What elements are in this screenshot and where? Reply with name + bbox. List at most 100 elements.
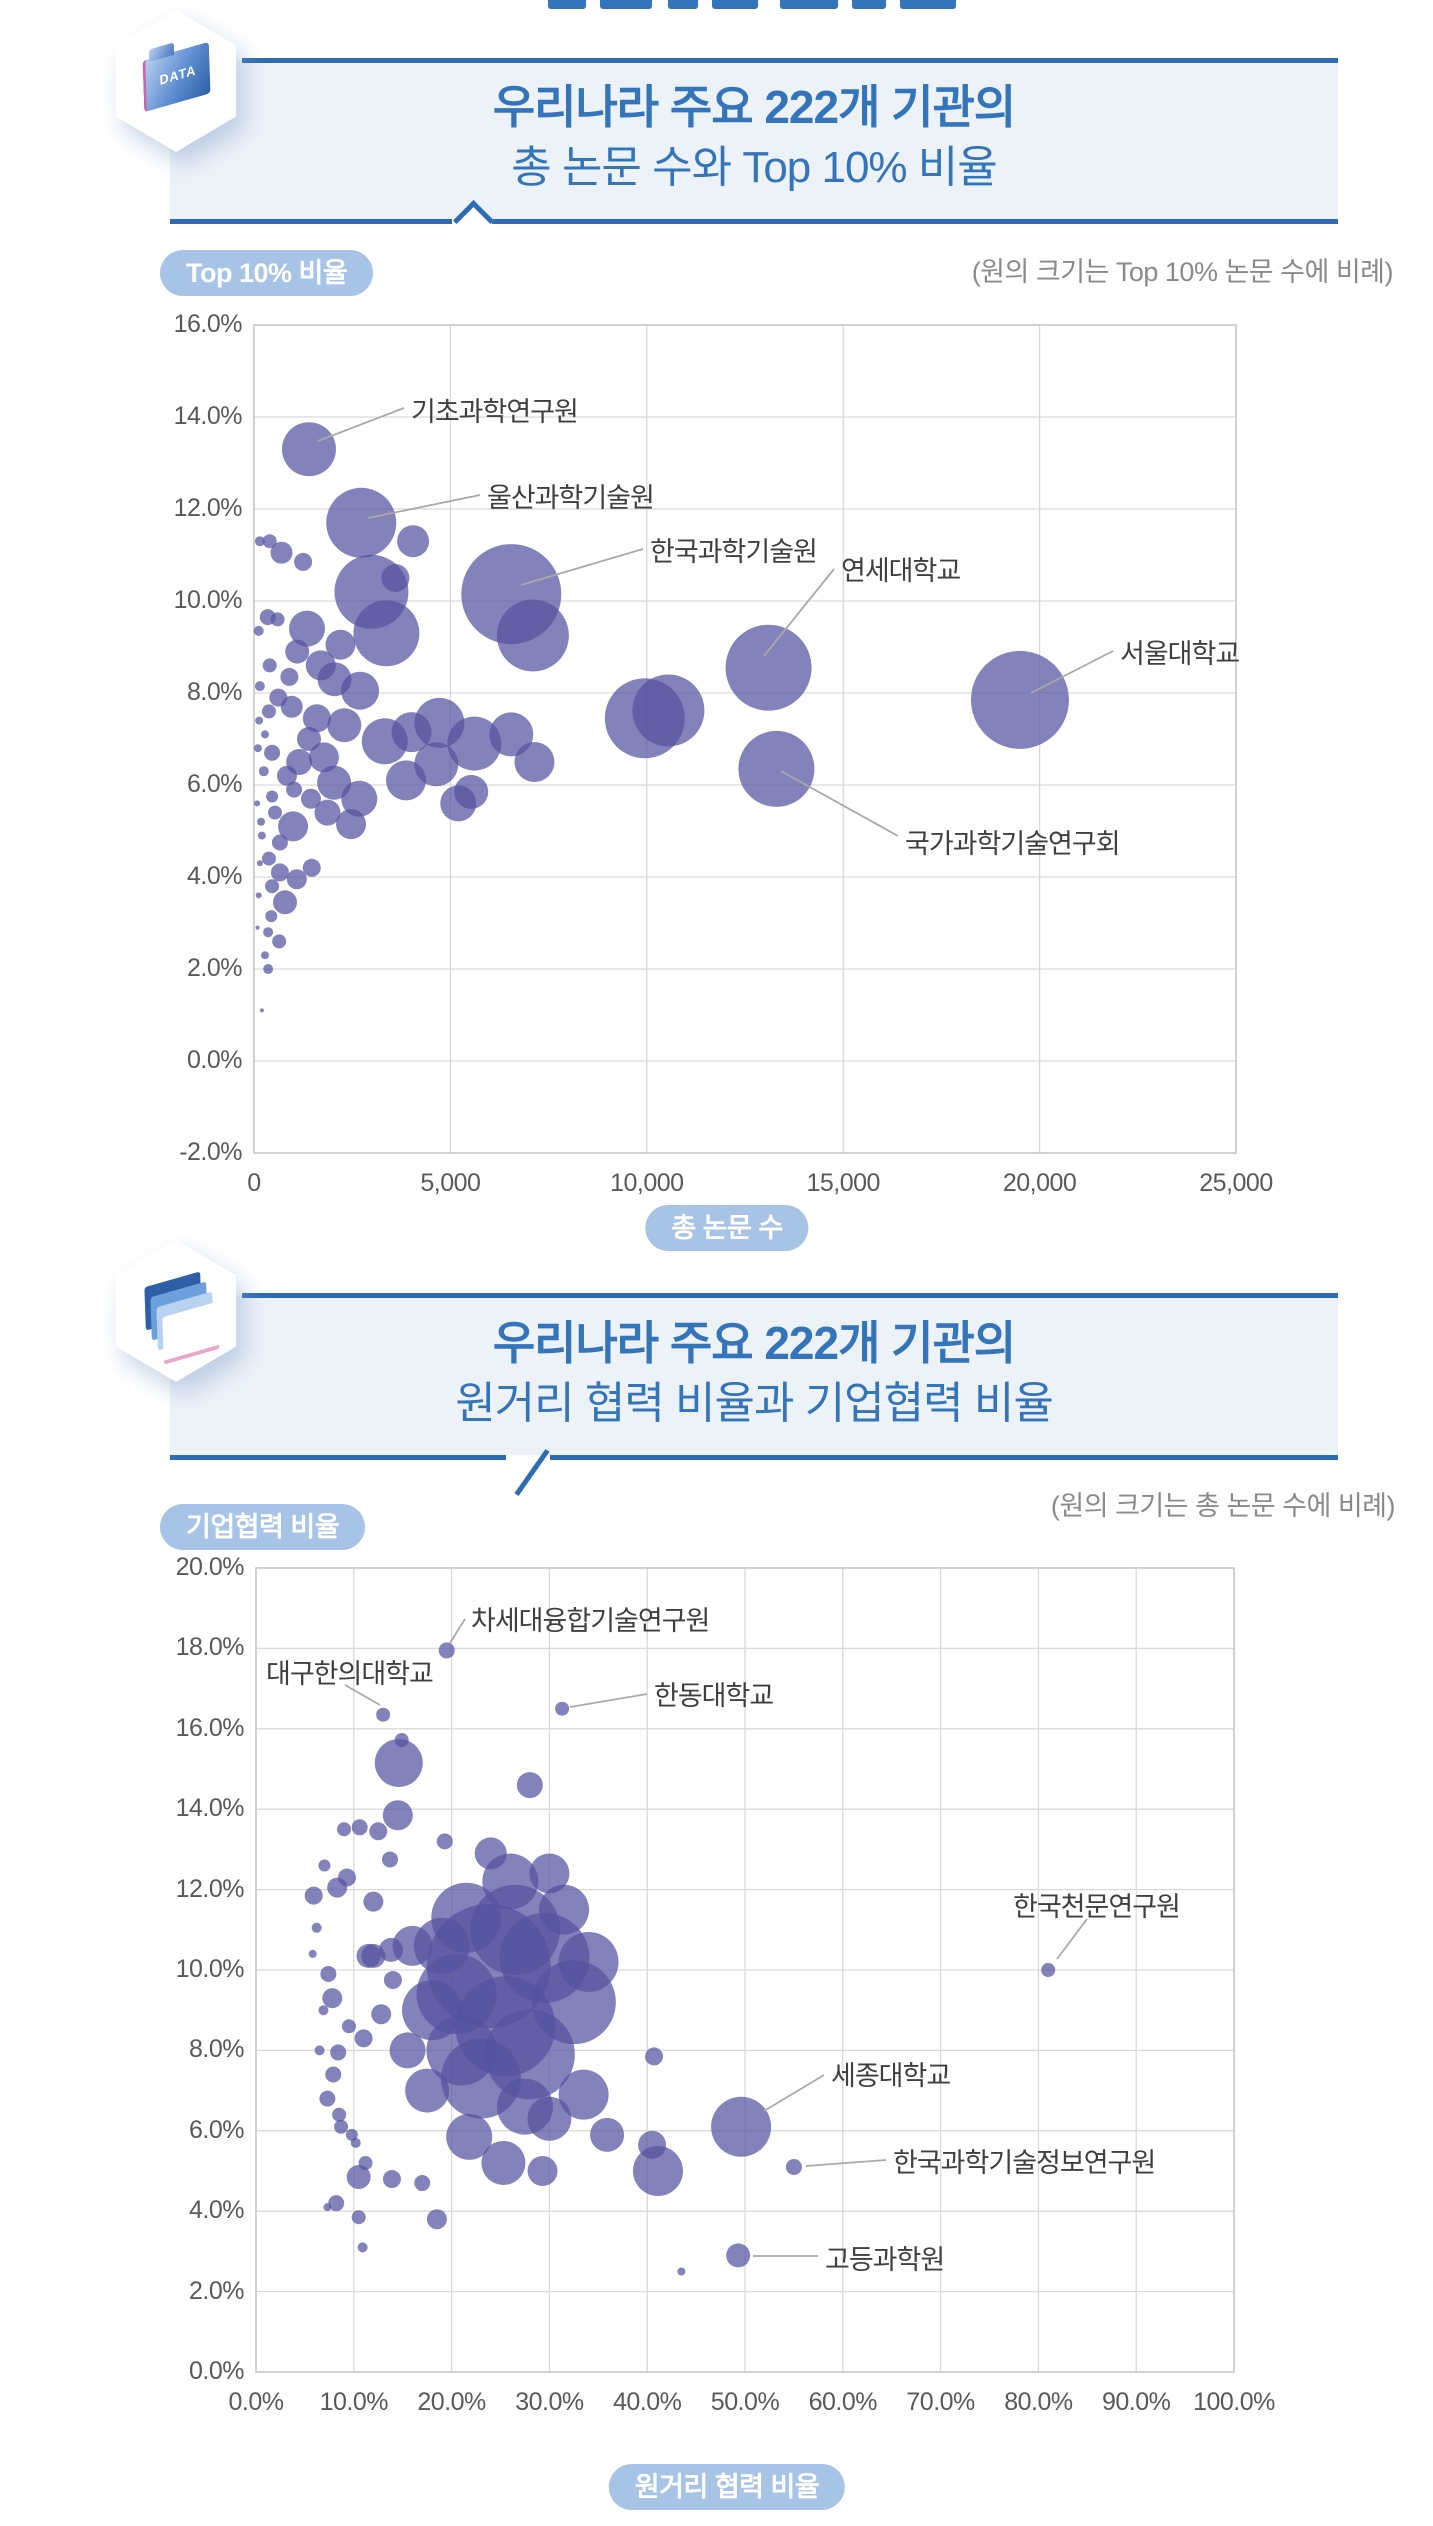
bubble [363,1891,384,1912]
annotation-label: 연세대학교 [841,556,961,586]
documents-icon [112,1240,240,1382]
leader-line [763,568,835,657]
bubble [341,671,380,710]
bubble [481,2140,526,2185]
bubble [645,2047,664,2066]
bubble [261,704,276,719]
bubble [334,2119,349,2134]
bubble [302,704,331,733]
y-tick-label: 12.0% [175,1874,245,1903]
header-band-1-bottom-border-right [492,219,1338,224]
annotation-label: 차세대융합기술연구원 [471,1606,710,1636]
y-tick-label: 0.0% [189,2357,244,2385]
x-tick-label: 0 [247,1169,261,1197]
x-tick-label: 70.0% [906,2388,975,2416]
bubble [319,2090,336,2107]
bubble [261,851,276,866]
bubble [337,1868,356,1887]
bubble [531,1960,616,2045]
y-tick-label: 14.0% [175,1794,245,1823]
bubble [278,811,309,842]
bubble [389,2032,426,2069]
bubble [286,781,303,798]
bubble [259,609,276,626]
bubble [357,2242,368,2253]
bubble [253,625,264,636]
x-tick-label: 5,000 [420,1169,481,1197]
bubble [416,1954,497,2035]
bubble [327,1877,348,1898]
bubble [394,1733,409,1748]
bubble [555,1701,570,1716]
bubble [711,2096,772,2157]
bubble [436,1833,453,1850]
y-tick-label: 8.0% [187,678,242,706]
header-band-2-slash [514,1448,550,1497]
bubble [529,1853,570,1894]
bubble [378,1937,403,1962]
bubble [318,1859,331,1872]
bubble [259,1008,264,1013]
bubble [256,860,263,867]
bubble [351,1819,368,1836]
bubble [280,695,303,718]
bubble [558,2069,609,2120]
leader-line [569,1693,648,1708]
bubble [361,1943,386,1968]
annotation-label: 한동대학교 [654,1681,774,1711]
section-2-title: 우리나라 주요 222개 기관의 원거리 협력 비율과 기업협력 비율 [170,1312,1338,1434]
section-1-title-line2: 총 논문 수와 Top 10% 비율 [511,143,998,192]
annotation-label: 고등과학원 [825,2245,945,2275]
bubble [725,624,812,711]
bubble [353,600,420,667]
bubble [317,662,352,697]
leader-line [1056,1918,1088,1960]
bubble [280,667,299,686]
header-band-2-bottom-border-left [170,1455,506,1460]
bubble [489,712,534,757]
leader-line [763,2074,825,2112]
bubble [351,2210,366,2225]
x-axis-badge-chart-1: 총 논문 수 [645,1205,809,1251]
bubble [470,1884,561,1975]
bubble [327,708,362,743]
bubble [382,2170,401,2189]
leader-line [780,770,899,837]
y-tick-label: 2.0% [189,2276,244,2305]
bubble [328,2195,345,2212]
bubble [341,780,378,817]
bubble [356,1943,381,1968]
bubble [289,610,326,647]
bubble [474,1837,507,1870]
annotation-label: 서울대학교 [1120,639,1240,669]
annotation-label: 한국과학기술원 [650,537,818,567]
bubble [970,650,1069,749]
bubble [514,742,555,782]
y-axis-badge-chart-1: Top 10% 비율 [160,250,374,296]
bubble [305,650,336,681]
annotation-label: 한국과학기술정보연구원 [893,2148,1156,2178]
y-tick-label: 8.0% [189,2035,244,2064]
bubble [269,688,288,707]
y-tick-label: -2.0% [179,1138,242,1166]
bubble [482,1853,539,1910]
bubble [285,639,310,664]
bubble [677,2267,686,2276]
bubble [270,612,285,627]
bubble [345,2128,358,2141]
size-note-chart-2: (원의 크기는 총 논문 수에 비례) [1050,1491,1396,1521]
y-tick-label: 14.0% [173,402,243,430]
bubble [426,2015,497,2086]
bubble [286,749,313,775]
bubble [414,742,459,787]
bubble [262,658,277,673]
bubble [254,536,265,547]
bubble [414,2175,431,2192]
bubble [374,1738,423,1787]
bubble [527,2096,572,2141]
bubble [358,2155,373,2170]
bubble [334,554,409,629]
bubble [350,2137,361,2148]
bubble [314,2045,325,2056]
annotation-label: 대구한의대학교 [266,1659,434,1689]
